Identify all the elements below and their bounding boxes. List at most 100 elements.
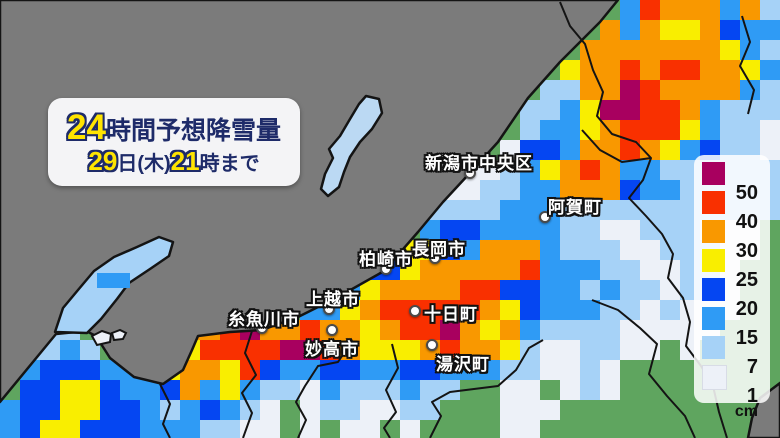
snow-cell — [580, 280, 600, 300]
snow-cell — [340, 360, 360, 380]
snow-cell — [580, 200, 600, 220]
snow-cell — [480, 320, 500, 340]
snow-cell — [640, 0, 660, 20]
snow-cell — [560, 80, 580, 100]
snow-cell — [200, 380, 220, 400]
snow-cell — [560, 180, 580, 200]
snow-cell — [80, 420, 100, 438]
snow-cell — [700, 40, 720, 60]
snow-cell — [180, 420, 200, 438]
snow-cell — [660, 100, 680, 120]
snow-cell — [660, 280, 680, 300]
snow-cell — [260, 380, 280, 400]
snow-cell — [400, 360, 420, 380]
snow-cell — [100, 400, 120, 420]
snow-cell — [660, 180, 680, 200]
snow-cell — [560, 340, 580, 360]
snow-cell — [220, 360, 240, 380]
snow-cell — [640, 100, 660, 120]
snow-cell — [100, 420, 120, 438]
snow-cell — [720, 100, 740, 120]
snow-cell — [520, 140, 540, 160]
snow-cell — [580, 80, 600, 100]
snow-cell — [520, 160, 540, 180]
snow-cell — [460, 240, 480, 260]
snow-cell — [600, 260, 620, 280]
snow-cell — [440, 260, 460, 280]
legend-swatch — [702, 278, 725, 301]
snow-cell — [620, 240, 640, 260]
snow-cell — [600, 360, 620, 380]
title-hour-suffix: 時まで — [199, 153, 260, 175]
legend-swatch — [702, 336, 725, 359]
snow-cell — [620, 80, 640, 100]
title-hours-number: 24 — [67, 108, 106, 147]
snow-cell — [640, 120, 660, 140]
snow-cell — [640, 180, 660, 200]
snow-cell — [540, 340, 560, 360]
snow-cell — [540, 140, 560, 160]
snow-cell — [460, 300, 480, 320]
city-marker — [429, 252, 441, 264]
city-label: 妙高市 — [305, 340, 359, 359]
snow-cell — [520, 260, 540, 280]
snow-cell — [260, 400, 280, 420]
legend-value: 25 — [735, 269, 758, 291]
snow-cell — [600, 240, 620, 260]
legend-value: 50 — [735, 182, 758, 204]
snow-cell — [620, 120, 640, 140]
snow-cell — [500, 400, 520, 420]
snow-cell — [500, 160, 520, 180]
snow-cell — [360, 320, 380, 340]
snow-cell — [20, 420, 40, 438]
snow-cell — [720, 80, 740, 100]
snow-cell — [100, 360, 120, 380]
snow-cell — [660, 140, 680, 160]
snow-cell — [180, 400, 200, 420]
legend-value: 30 — [735, 240, 758, 262]
city-marker — [464, 167, 476, 179]
legend-unit: cm — [734, 403, 758, 420]
title-line1: 24 時間予想降雪量 — [67, 110, 281, 145]
snow-cell — [320, 380, 340, 400]
city-label: 糸魚川市 — [228, 310, 300, 329]
snow-cell — [560, 60, 580, 80]
snow-cell — [580, 380, 600, 400]
snow-cell — [580, 260, 600, 280]
bay-island-2 — [110, 328, 128, 342]
snow-cell — [360, 400, 380, 420]
snow-cell — [760, 100, 780, 120]
snow-cell — [660, 120, 680, 140]
snow-cell — [680, 100, 700, 120]
snow-cell — [620, 340, 640, 360]
snow-cell — [580, 140, 600, 160]
snow-cell — [340, 340, 360, 360]
snow-cell — [540, 80, 560, 100]
city-label: 長岡市 — [412, 240, 466, 259]
snow-cell — [720, 60, 740, 80]
snow-cell — [400, 380, 420, 400]
snow-cell — [600, 180, 620, 200]
snow-cell — [540, 240, 560, 260]
snow-cell — [0, 400, 20, 420]
snow-cell — [640, 140, 660, 160]
snow-cell — [340, 420, 360, 438]
snow-cell — [460, 180, 480, 200]
snow-cell — [60, 340, 80, 360]
snow-cell — [0, 420, 20, 438]
snow-cell — [540, 400, 560, 420]
snow-cell — [560, 380, 580, 400]
snow-cell — [620, 280, 640, 300]
snow-cell — [500, 380, 520, 400]
city-label: 上越市 — [306, 290, 360, 309]
snow-cell — [480, 300, 500, 320]
snow-cell — [20, 400, 40, 420]
snow-cell — [620, 0, 640, 20]
city-marker — [426, 339, 438, 351]
snow-cell — [640, 280, 660, 300]
snow-cell — [220, 400, 240, 420]
snow-cell — [140, 400, 160, 420]
snow-cell — [280, 380, 300, 400]
snow-cell — [700, 0, 720, 20]
snow-cell — [740, 80, 760, 100]
